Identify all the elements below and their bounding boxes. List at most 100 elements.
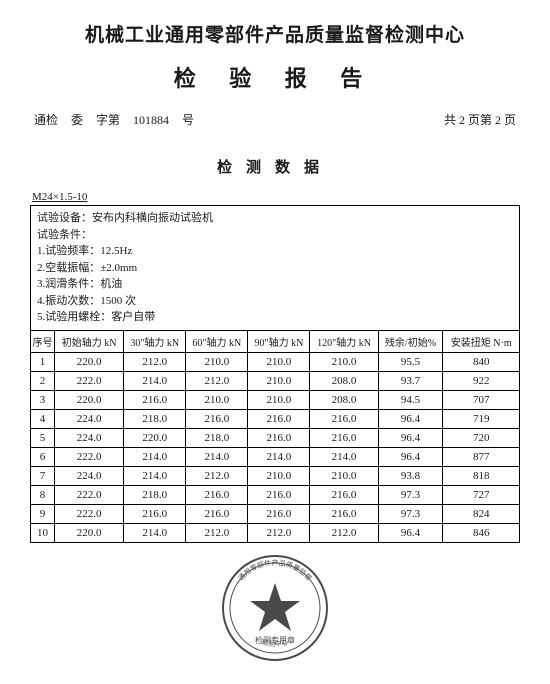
table-cell: 97.3 xyxy=(378,485,443,504)
table-row: 9222.0216.0216.0216.0216.097.3824 xyxy=(31,504,520,523)
table-cell: 2 xyxy=(31,371,55,390)
table-cell: 208.0 xyxy=(310,371,378,390)
table-cell: 216.0 xyxy=(310,504,378,523)
table-cell: 224.0 xyxy=(55,466,124,485)
cond-5: 5.试验用螺栓：客户自带 xyxy=(37,309,513,326)
stamp-area: 通用零部件产品质量监督 检测中心 检测专用章 xyxy=(30,549,520,669)
table-cell: 216.0 xyxy=(186,485,248,504)
table-cell: 4 xyxy=(31,409,55,428)
table-cell: 210.0 xyxy=(248,371,310,390)
table-cell: 824 xyxy=(443,504,520,523)
table-cell: 216.0 xyxy=(124,504,186,523)
table-cell: 214.0 xyxy=(124,371,186,390)
equipment-value: 安布内科横向振动试验机 xyxy=(92,212,213,224)
table-cell: 214.0 xyxy=(310,447,378,466)
table-cell: 214.0 xyxy=(124,466,186,485)
table-cell: 210.0 xyxy=(248,352,310,371)
official-seal-icon: 通用零部件产品质量监督 检测中心 检测专用章 xyxy=(220,553,330,663)
table-row: 8222.0218.0216.0216.0216.097.3727 xyxy=(31,485,520,504)
table-cell: 212.0 xyxy=(124,352,186,371)
cond-4: 4.振动次数：1500 次 xyxy=(37,293,513,310)
doc-prefix: 通检 xyxy=(34,113,58,127)
table-cell: 97.3 xyxy=(378,504,443,523)
table-cell: 212.0 xyxy=(248,523,310,542)
table-col-header: 120"轴力 kN xyxy=(310,330,378,352)
table-cell: 727 xyxy=(443,485,520,504)
cond-3: 3.润滑条件：机油 xyxy=(37,276,513,293)
table-cell: 224.0 xyxy=(55,428,124,447)
table-cell: 216.0 xyxy=(248,409,310,428)
table-cell: 7 xyxy=(31,466,55,485)
doc-number-block: 通检 委 字第 101884 号 xyxy=(34,111,194,128)
page: 机械工业通用零部件产品质量监督检测中心 检 验 报 告 通检 委 字第 1018… xyxy=(0,0,550,679)
table-cell: 6 xyxy=(31,447,55,466)
table-header-row: 序号初始轴力 kN30"轴力 kN60"轴力 kN90"轴力 kN120"轴力 … xyxy=(31,330,520,352)
table-cell: 210.0 xyxy=(248,390,310,409)
cond-header: 试验条件： xyxy=(37,227,513,244)
table-cell: 216.0 xyxy=(248,504,310,523)
table-cell: 218.0 xyxy=(124,409,186,428)
spec-label: M24×1.5-10 xyxy=(30,191,520,203)
table-row: 3220.0216.0210.0210.0208.094.5707 xyxy=(31,390,520,409)
table-cell: 93.8 xyxy=(378,466,443,485)
table-cell: 818 xyxy=(443,466,520,485)
star-icon xyxy=(250,583,300,631)
table-cell: 719 xyxy=(443,409,520,428)
table-col-header: 30"轴力 kN xyxy=(124,330,186,352)
table-cell: 212.0 xyxy=(186,371,248,390)
table-cell: 8 xyxy=(31,485,55,504)
table-cell: 220.0 xyxy=(124,428,186,447)
table-cell: 214.0 xyxy=(248,447,310,466)
equipment-line: 试验设备：安布内科横向振动试验机 xyxy=(37,210,513,227)
stamp-top-text: 通用零部件产品质量监督 xyxy=(236,557,314,581)
table-cell: 218.0 xyxy=(124,485,186,504)
table-cell: 96.4 xyxy=(378,447,443,466)
table-cell: 216.0 xyxy=(124,390,186,409)
table-col-header: 60"轴力 kN xyxy=(186,330,248,352)
table-cell: 922 xyxy=(443,371,520,390)
table-cell: 216.0 xyxy=(310,428,378,447)
table-cell: 216.0 xyxy=(248,485,310,504)
doc-suffix: 号 xyxy=(182,113,194,127)
table-cell: 214.0 xyxy=(124,523,186,542)
table-cell: 10 xyxy=(31,523,55,542)
table-cell: 3 xyxy=(31,390,55,409)
table-row: 4224.0218.0216.0216.0216.096.4719 xyxy=(31,409,520,428)
table-col-header: 残余/初始% xyxy=(378,330,443,352)
svg-text:通用零部件产品质量监督: 通用零部件产品质量监督 xyxy=(236,557,314,581)
stamp-inner-text: 检测专用章 xyxy=(255,635,295,645)
table-cell: 216.0 xyxy=(186,504,248,523)
table-cell: 222.0 xyxy=(55,447,124,466)
doc-mid: 委 xyxy=(71,113,83,127)
table-cell: 208.0 xyxy=(310,390,378,409)
table-cell: 216.0 xyxy=(310,485,378,504)
equipment-label: 试验设备： xyxy=(37,212,92,224)
table-cell: 96.4 xyxy=(378,523,443,542)
data-subtitle: 检测数据 xyxy=(30,156,520,177)
table-cell: 220.0 xyxy=(55,352,124,371)
table-col-header: 安装扭矩 N·m xyxy=(443,330,520,352)
table-cell: 212.0 xyxy=(310,523,378,542)
table-cell: 93.7 xyxy=(378,371,443,390)
table-cell: 94.5 xyxy=(378,390,443,409)
conditions-box: 试验设备：安布内科横向振动试验机 试验条件： 1.试验频率：12.5Hz 2.空… xyxy=(30,205,520,330)
table-cell: 877 xyxy=(443,447,520,466)
table-cell: 216.0 xyxy=(248,428,310,447)
table-cell: 95.5 xyxy=(378,352,443,371)
table-col-header: 序号 xyxy=(31,330,55,352)
report-title: 检 验 报 告 xyxy=(30,61,520,93)
table-cell: 846 xyxy=(443,523,520,542)
table-cell: 720 xyxy=(443,428,520,447)
table-cell: 220.0 xyxy=(55,390,124,409)
table-cell: 707 xyxy=(443,390,520,409)
table-row: 10220.0214.0212.0212.0212.096.4846 xyxy=(31,523,520,542)
cond-2: 2.空载振幅：±2.0mm xyxy=(37,260,513,277)
table-cell: 210.0 xyxy=(310,466,378,485)
header-line: 通检 委 字第 101884 号 共 2 页第 2 页 xyxy=(30,111,520,128)
table-cell: 96.4 xyxy=(378,409,443,428)
page-count: 共 2 页第 2 页 xyxy=(444,111,516,128)
table-col-header: 90"轴力 kN xyxy=(248,330,310,352)
table-cell: 96.4 xyxy=(378,428,443,447)
table-cell: 212.0 xyxy=(186,523,248,542)
table-cell: 222.0 xyxy=(55,485,124,504)
